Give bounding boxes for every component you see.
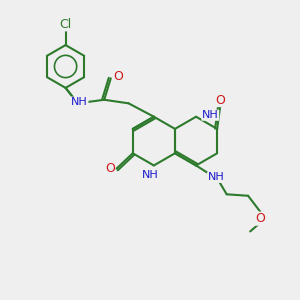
Text: NH: NH (71, 97, 88, 107)
Text: O: O (113, 70, 123, 83)
Text: NH: NH (142, 170, 159, 180)
Text: O: O (215, 94, 225, 106)
Text: Cl: Cl (59, 18, 72, 31)
Text: O: O (256, 212, 266, 225)
Text: O: O (105, 162, 115, 175)
Text: NH: NH (202, 110, 219, 120)
Text: NH: NH (208, 172, 224, 182)
